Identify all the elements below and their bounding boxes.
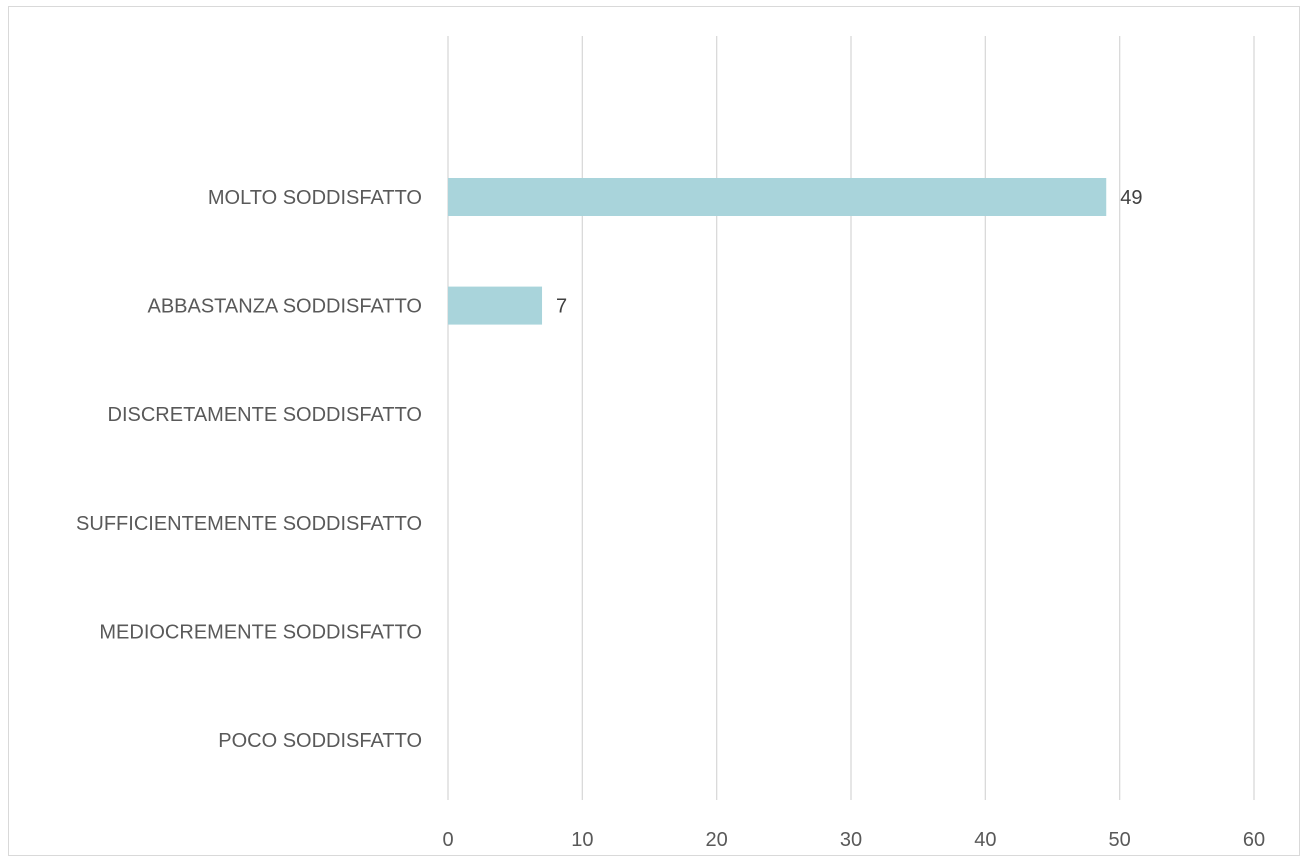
x-tick-label: 60 (1243, 829, 1265, 850)
category-label: MEDIOCREMENTE SODDISFATTO (99, 621, 422, 643)
category-label: DISCRETAMENTE SODDISFATTO (108, 404, 422, 426)
category-label: SUFFICIENTEMENTE SODDISFATTO (76, 513, 422, 535)
data-label: 49 (1120, 187, 1142, 209)
category-label: MOLTO SODDISFATTO (208, 187, 422, 209)
bar (448, 286, 543, 325)
x-tick-label: 20 (706, 829, 728, 850)
data-label: 7 (556, 296, 567, 318)
x-tick-label: 50 (1109, 829, 1131, 850)
chart-frame (8, 6, 1300, 856)
x-tick-label: 10 (571, 829, 593, 850)
bar (448, 178, 1107, 216)
x-tick-label: 0 (442, 829, 453, 850)
x-tick-label: 40 (974, 829, 996, 850)
category-label: ABBASTANZA SODDISFATTO (147, 296, 422, 318)
x-tick-label: 30 (840, 829, 862, 850)
category-label: POCO SODDISFATTO (218, 730, 422, 752)
